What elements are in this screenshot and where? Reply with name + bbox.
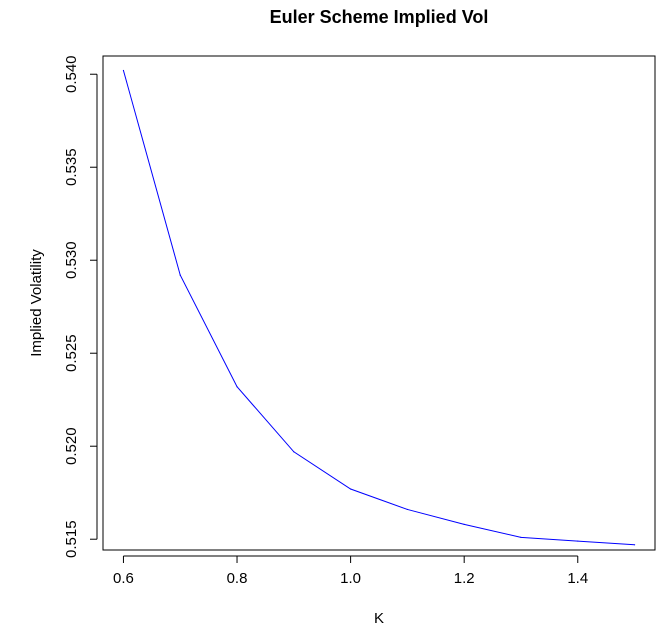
data-point <box>406 508 408 511</box>
data-point <box>179 274 181 276</box>
data-point <box>577 540 579 542</box>
x-tick-label: 0.6 <box>113 570 134 587</box>
y-tick-label: 0.535 <box>63 148 80 186</box>
x-axis: 0.6 0.8 1.0 1.2 1.4 <box>113 555 588 587</box>
x-axis-label: K <box>374 610 384 627</box>
y-tick-label: 0.540 <box>63 55 80 93</box>
data-point <box>350 488 352 490</box>
x-tick-label: 1.2 <box>454 570 475 587</box>
data-point <box>633 544 636 546</box>
data-point <box>122 69 125 72</box>
x-tick-label: 0.8 <box>227 570 248 587</box>
y-axis-label: Implied Volatility <box>28 249 45 357</box>
plot-frame <box>102 55 656 551</box>
y-axis: 0.515 0.520 0.525 0.530 0.535 0.540 <box>63 55 98 558</box>
series-line <box>122 70 635 546</box>
y-tick-label: 0.530 <box>63 241 80 279</box>
y-tick-label: 0.525 <box>63 334 80 372</box>
x-tick-label: 1.0 <box>340 570 361 587</box>
y-tick-label: 0.520 <box>63 427 80 465</box>
data-point <box>520 536 522 538</box>
y-tick-label: 0.515 <box>63 520 80 558</box>
data-point <box>236 386 238 388</box>
series-layer <box>122 69 636 546</box>
x-tick-label: 1.4 <box>567 570 588 587</box>
chart-title: Euler Scheme Implied Vol <box>270 7 489 27</box>
data-point <box>463 523 465 525</box>
data-point <box>293 451 295 453</box>
